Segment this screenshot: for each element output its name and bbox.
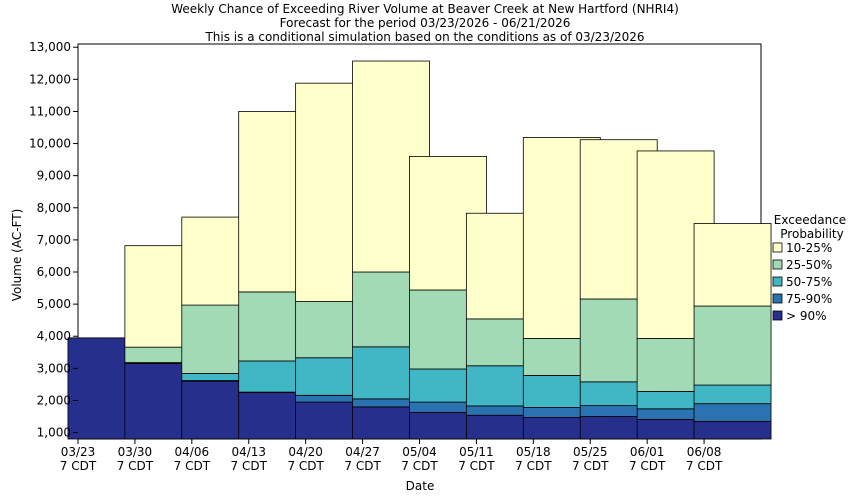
x-tick-label: 05/18 [516, 445, 551, 459]
y-tick-label: 3,000 [37, 361, 71, 375]
legend-label: 10-25% [786, 241, 832, 255]
y-tick-label: 13,000 [29, 40, 71, 54]
x-tick-label: 03/30 [118, 445, 153, 459]
x-tick-label-time: 7 CDT [629, 459, 666, 473]
legend-swatch [772, 242, 783, 253]
y-tick-label: 12,000 [29, 72, 71, 86]
x-tick-label: 04/27 [345, 445, 380, 459]
x-tick-label-time: 7 CDT [458, 459, 495, 473]
legend-label: 25-50% [786, 258, 832, 272]
x-axis-title: Date [406, 479, 435, 493]
y-tick-label: 1,000 [37, 426, 71, 440]
y-tick-label: 4,000 [37, 329, 71, 343]
x-tick-label: 03/23 [61, 445, 96, 459]
y-tick-label: 9,000 [37, 169, 71, 183]
legend-swatch [772, 293, 783, 304]
y-tick-label: 8,000 [37, 201, 71, 215]
y-tick-label: 11,000 [29, 104, 71, 118]
legend-label: 50-75% [786, 275, 832, 289]
x-tick-label-time: 7 CDT [344, 459, 381, 473]
y-axis: 1,000 2,000 3,000 4,000 5,000 6,000 7,000 8,000… [29, 40, 78, 440]
x-tick-label-time: 7 CDT [401, 459, 438, 473]
y-tick-label: 7,000 [37, 233, 71, 247]
x-tick-label-time: 7 CDT [231, 459, 268, 473]
chart-title: Weekly Chance of Exceeding River Volume … [171, 2, 679, 16]
x-tick-label: 05/25 [573, 445, 608, 459]
y-tick-label: 2,000 [37, 393, 71, 407]
x-tick-label: 04/06 [175, 445, 210, 459]
legend-title-1: Exceedance [774, 213, 846, 227]
legend-swatch [772, 259, 783, 270]
x-tick-label-time: 7 CDT [572, 459, 609, 473]
legend-label: 75-90% [786, 292, 832, 306]
y-axis-title: Volume (AC-FT) [10, 209, 24, 302]
legend-swatch [772, 276, 783, 287]
chart-subtitle-1: Forecast for the period 03/23/2026 - 06/… [280, 16, 571, 30]
legend-swatch [772, 310, 783, 321]
bars-group [67, 60, 772, 440]
y-tick-label: 6,000 [37, 265, 71, 279]
bar-segment-90 [693, 420, 772, 440]
legend: Exceedance Probability 10-25% 25-50% 50-75… [772, 213, 846, 323]
x-tick-label-time: 7 CDT [117, 459, 154, 473]
bar-segment-25-50 [693, 305, 772, 386]
x-tick-label-time: 7 CDT [287, 459, 324, 473]
x-tick-label: 06/01 [630, 445, 665, 459]
x-tick-label: 05/04 [402, 445, 437, 459]
x-tick-label: 04/13 [231, 445, 266, 459]
x-tick-label: 04/20 [288, 445, 323, 459]
bar-segment-75-90 [693, 403, 772, 422]
y-tick-label: 5,000 [37, 297, 71, 311]
legend-label: > 90% [786, 309, 827, 323]
x-tick-label-time: 7 CDT [686, 459, 723, 473]
x-tick-label-time: 7 CDT [60, 459, 97, 473]
chart-subtitle-2: This is a conditional simulation based o… [204, 30, 644, 44]
x-tick-label-time: 7 CDT [174, 459, 211, 473]
y-tick-label: 10,000 [29, 137, 71, 151]
x-tick-label-time: 7 CDT [515, 459, 552, 473]
bar-segment-50-75 [693, 384, 772, 405]
x-tick-label: 06/08 [687, 445, 722, 459]
x-tick-label: 05/11 [459, 445, 494, 459]
legend-title-2: Probability [780, 227, 843, 241]
bar-segment-10-25 [693, 223, 772, 307]
